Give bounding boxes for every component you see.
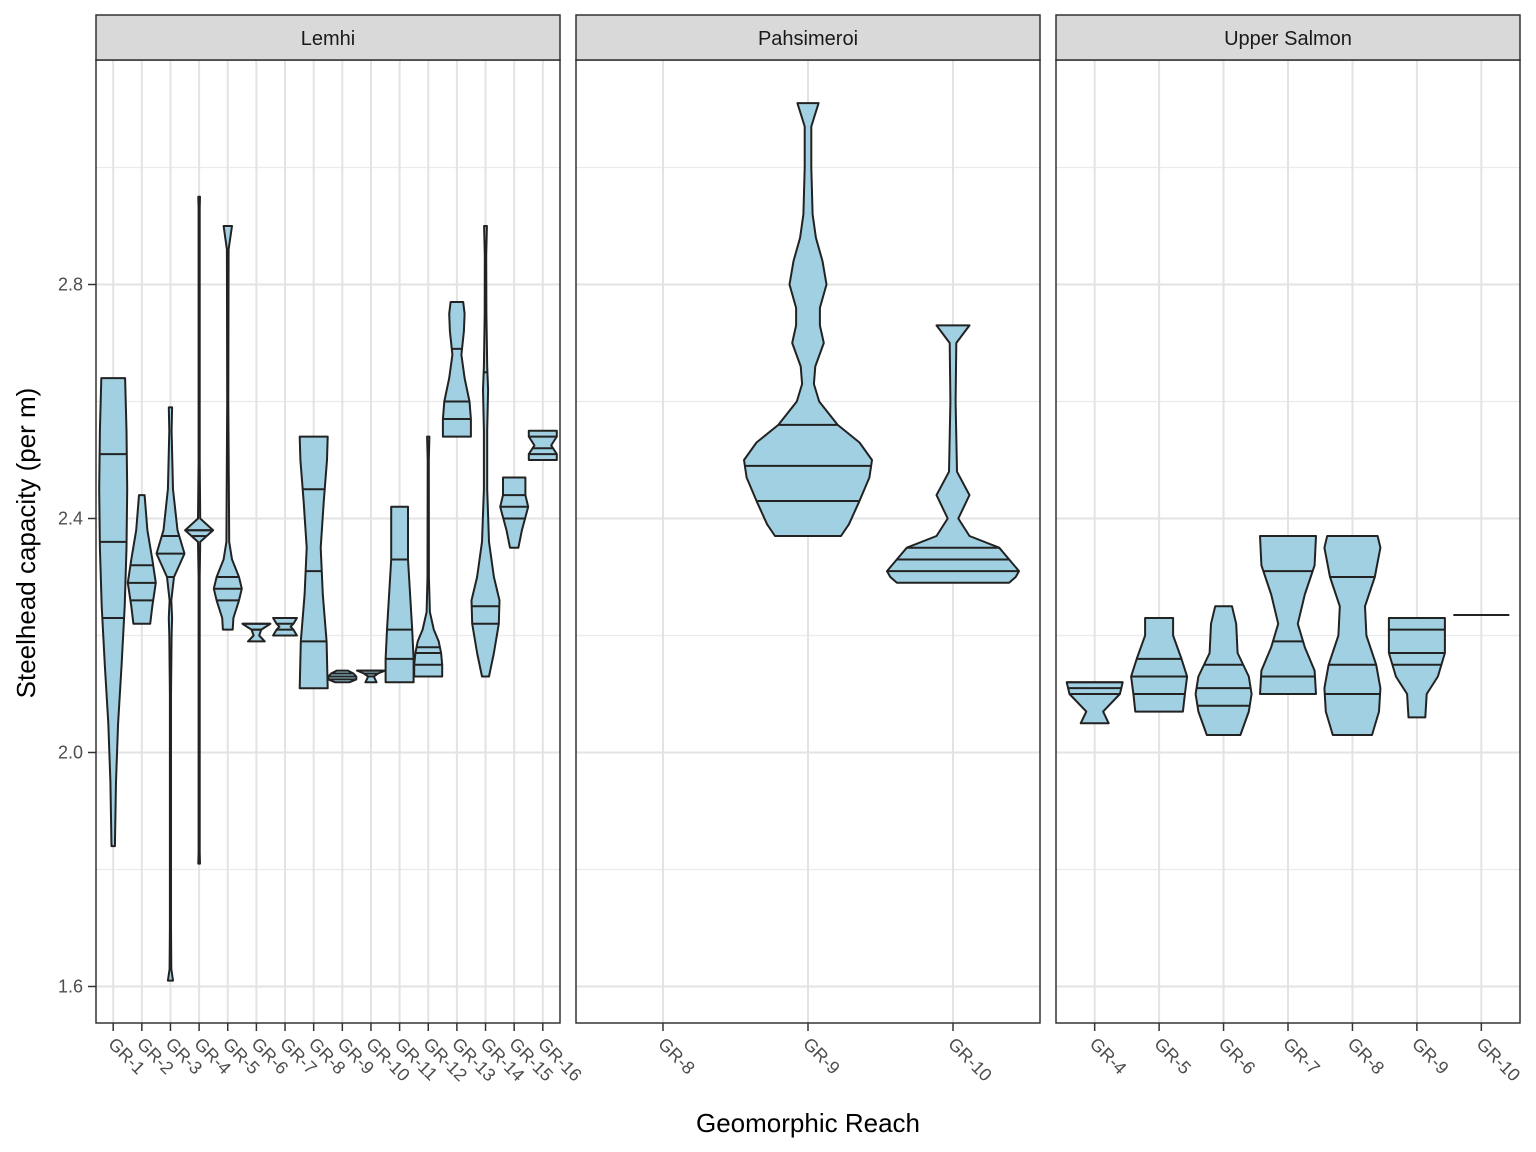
panel-pahsimeroi: Pahsimeroi GR-8 GR-9 GR-10 bbox=[575, 14, 1041, 1085]
x-axis-title: Geomorphic Reach bbox=[696, 1108, 920, 1138]
facet-strip bbox=[1055, 14, 1521, 61]
violin-gr-1 bbox=[98, 377, 129, 848]
y-axis: 1.6 2.0 2.4 2.8 bbox=[58, 275, 96, 997]
violin-gr-9 bbox=[327, 669, 358, 684]
violin-gr-8 bbox=[1323, 535, 1382, 736]
violin-gr-10 bbox=[356, 669, 386, 684]
facet-label: Pahsimeroi bbox=[758, 28, 858, 50]
x-tick-label: GR-7 bbox=[1279, 1034, 1324, 1079]
violin-body bbox=[384, 505, 415, 684]
violin-body bbox=[272, 617, 298, 637]
violin-body bbox=[155, 406, 186, 982]
violin-gr-11 bbox=[384, 505, 415, 684]
panel-upper-salmon: Upper Salmon GR-4 GR-5 GR-6 GR-7 GR-8 GR-9 GR-1… bbox=[1055, 14, 1524, 1085]
violin-body bbox=[1259, 535, 1317, 695]
facet-label: Lemhi bbox=[301, 28, 355, 50]
violins bbox=[1065, 535, 1510, 736]
x-tick-label: GR-4 bbox=[1086, 1034, 1131, 1079]
violin-body bbox=[470, 225, 501, 678]
violin-gr-7 bbox=[272, 616, 298, 637]
violin-gr-16 bbox=[527, 429, 558, 461]
facet-panels: Lemhi GR-1GR-2GR-3GR-4GR-5GR-6GR-7GR-8GR-… bbox=[95, 14, 1524, 1085]
violin-gr-6 bbox=[1194, 605, 1253, 736]
violin-gr-4 bbox=[184, 195, 215, 865]
violin-body bbox=[98, 377, 129, 848]
violin-gr-13 bbox=[441, 301, 472, 438]
violin-gr-10 bbox=[886, 324, 1020, 584]
x-tick-label: GR-10 bbox=[1473, 1034, 1525, 1086]
violin-gr-9 bbox=[1387, 617, 1446, 719]
x-tick-label: GR-5 bbox=[1150, 1034, 1195, 1079]
y-tick-label: 2.4 bbox=[58, 509, 83, 529]
x-ticks: GR-4 GR-5 GR-6 GR-7 GR-8 GR-9 GR-10 bbox=[1086, 1023, 1524, 1085]
y-tick-label: 2.0 bbox=[58, 743, 83, 763]
x-tick-label: GR-9 bbox=[1408, 1034, 1453, 1079]
violin-gr-5 bbox=[1130, 617, 1189, 713]
y-tick-label: 2.8 bbox=[58, 275, 83, 295]
violin-gr-9 bbox=[743, 102, 873, 537]
panel-lemhi: Lemhi GR-1GR-2GR-3GR-4GR-5GR-6GR-7GR-8GR-… bbox=[95, 14, 586, 1085]
violin-gr-14 bbox=[470, 225, 501, 678]
x-ticks: GR-1GR-2GR-3GR-4GR-5GR-6GR-7GR-8GR-9GR-1… bbox=[104, 1023, 586, 1085]
violin-gr-8 bbox=[298, 435, 329, 690]
violin-gr-12 bbox=[413, 435, 444, 678]
x-tick-label: GR-8 bbox=[1344, 1034, 1389, 1079]
y-tick-label: 1.6 bbox=[58, 977, 83, 997]
violins bbox=[98, 195, 558, 982]
violin-gr-5 bbox=[212, 225, 243, 631]
violin-gr-3 bbox=[155, 406, 186, 982]
violin-body bbox=[298, 435, 329, 690]
violin-gr-6 bbox=[241, 622, 272, 643]
facet-label: Upper Salmon bbox=[1224, 28, 1352, 50]
violins bbox=[743, 102, 1020, 584]
violin-gr-15 bbox=[499, 476, 530, 549]
violin-gr-2 bbox=[126, 494, 157, 625]
x-tick-label: GR-6 bbox=[1215, 1034, 1260, 1079]
violin-gr-7 bbox=[1259, 535, 1317, 695]
violin-body bbox=[743, 102, 873, 537]
violin-body bbox=[441, 301, 472, 438]
facet-strip bbox=[95, 14, 561, 61]
x-ticks: GR-8 GR-9 GR-10 bbox=[654, 1023, 996, 1085]
x-tick-label: GR-8 bbox=[654, 1034, 699, 1079]
violin-body bbox=[1387, 617, 1446, 719]
y-axis-title: Steelhead capacity (per m) bbox=[11, 388, 41, 699]
x-tick-label: GR-10 bbox=[944, 1034, 996, 1086]
x-tick-label: GR-9 bbox=[799, 1034, 844, 1079]
violin-gr-4 bbox=[1065, 681, 1124, 725]
violin-body bbox=[212, 225, 243, 631]
facet-strip bbox=[575, 14, 1041, 61]
grid bbox=[1056, 60, 1520, 1023]
